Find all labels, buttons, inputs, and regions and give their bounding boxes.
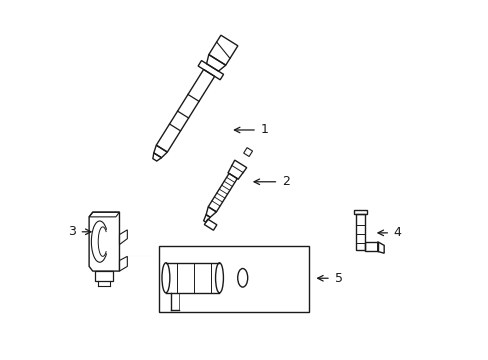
Text: 1: 1 <box>260 123 268 136</box>
Text: 4: 4 <box>393 226 401 239</box>
Text: 3: 3 <box>68 225 76 238</box>
Text: 5: 5 <box>334 272 342 285</box>
Text: 2: 2 <box>282 175 289 188</box>
Bar <box>159 246 308 312</box>
